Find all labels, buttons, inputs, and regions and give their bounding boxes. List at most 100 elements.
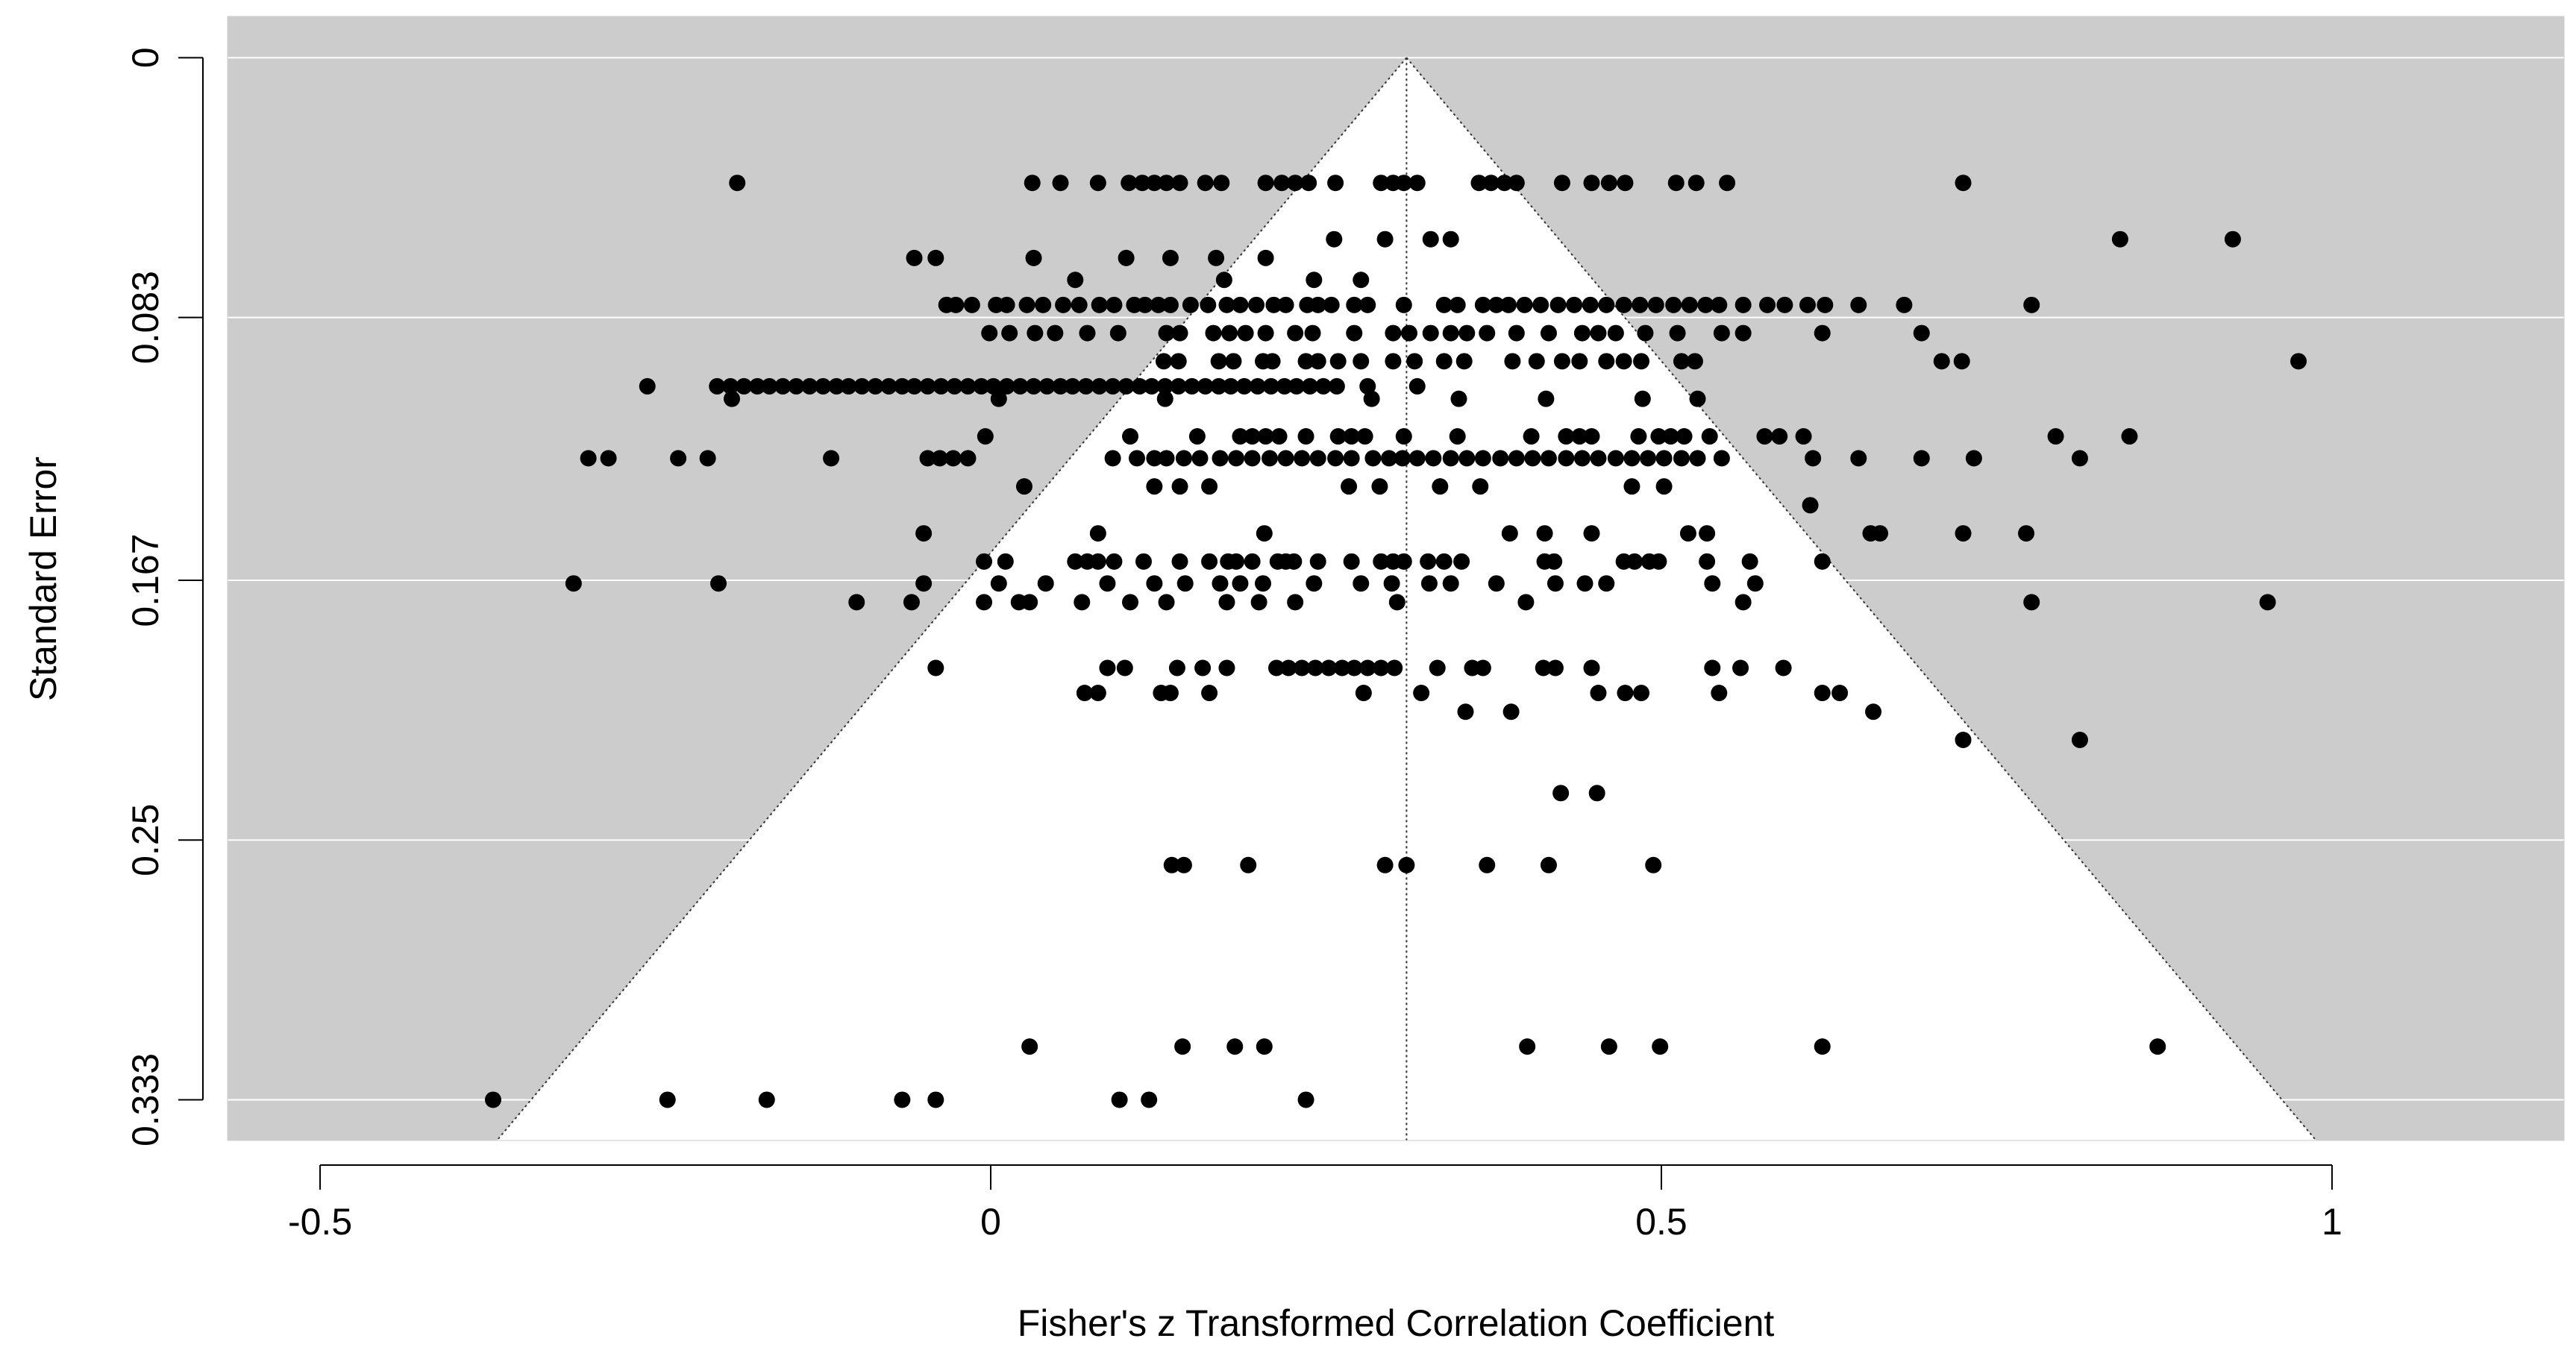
study-point [1076, 685, 1093, 702]
study-point [758, 1091, 775, 1108]
study-point [1524, 450, 1541, 467]
study-point [1453, 553, 1470, 570]
study-point [1141, 1091, 1158, 1108]
study-point [1183, 377, 1200, 395]
study-point [1381, 450, 1398, 467]
study-point [1711, 685, 1728, 702]
study-point [1334, 659, 1351, 677]
study-point [1175, 856, 1192, 873]
study-point [1121, 175, 1138, 192]
study-point [946, 377, 963, 395]
study-point [1676, 428, 1693, 445]
study-point [1218, 659, 1235, 677]
study-point [1872, 525, 1889, 542]
study-point [1359, 659, 1376, 677]
study-point [1953, 353, 1970, 370]
study-point [1408, 175, 1426, 192]
study-point [1687, 175, 1705, 192]
study-point [1590, 685, 1607, 702]
study-point [1285, 553, 1303, 570]
study-point [1201, 478, 1218, 495]
study-point [1018, 296, 1035, 313]
study-point [1449, 428, 1466, 445]
study-point [1719, 175, 1736, 192]
study-point [1704, 575, 1721, 592]
study-point [788, 377, 805, 395]
study-point [1373, 175, 1390, 192]
study-point [1307, 659, 1324, 677]
study-point [906, 249, 923, 266]
study-point [1074, 594, 1091, 611]
study-point [1118, 249, 1135, 266]
study-point [1776, 296, 1793, 313]
study-point [1089, 525, 1106, 542]
study-point [1746, 575, 1764, 592]
study-point [1583, 428, 1600, 445]
study-point [1517, 594, 1535, 611]
study-point [1226, 1038, 1244, 1055]
study-point [1297, 428, 1314, 445]
study-point [1395, 428, 1412, 445]
study-point [1759, 296, 1776, 313]
study-point [1435, 296, 1452, 313]
study-point [1504, 353, 1521, 370]
study-point [2224, 230, 2241, 248]
study-point [1831, 685, 1849, 702]
study-point [1257, 428, 1274, 445]
study-point [1329, 428, 1347, 445]
study-point [1598, 296, 1615, 313]
study-point [1546, 575, 1564, 592]
y-tick-label: 0 [125, 47, 166, 68]
study-point [1346, 659, 1363, 677]
study-point [1442, 450, 1459, 467]
study-point [1540, 324, 1557, 342]
study-point [736, 377, 753, 395]
study-point [894, 377, 911, 395]
study-point [1257, 175, 1274, 192]
study-point [600, 450, 617, 467]
study-point [1135, 553, 1152, 570]
study-point [1771, 428, 1788, 445]
study-point [853, 377, 871, 395]
x-tick-label: -0.5 [288, 1201, 352, 1243]
study-point [1394, 450, 1411, 467]
study-point [1355, 685, 1372, 702]
study-point [1122, 428, 1139, 445]
study-point [1215, 272, 1232, 289]
study-point [1583, 525, 1600, 542]
study-point [1588, 785, 1605, 802]
study-point [1175, 450, 1192, 467]
study-point [1474, 659, 1491, 677]
study-point [1655, 450, 1673, 467]
study-point [1287, 175, 1304, 192]
study-point [1532, 296, 1549, 313]
study-point [963, 296, 980, 313]
study-point [1294, 659, 1311, 677]
study-point [903, 594, 920, 611]
study-point [927, 1091, 944, 1108]
study-point [1327, 175, 1344, 192]
study-point [1182, 296, 1199, 313]
study-point [1174, 1038, 1191, 1055]
study-point [710, 575, 727, 592]
study-point [1327, 450, 1344, 467]
study-point [1221, 324, 1238, 342]
study-point [1309, 353, 1326, 370]
study-point [947, 296, 965, 313]
study-point [1118, 377, 1135, 395]
study-point [1235, 377, 1253, 395]
study-point [1314, 377, 1332, 395]
study-point [1632, 296, 1649, 313]
study-point [1168, 659, 1185, 677]
study-point [915, 575, 933, 592]
study-point [1171, 175, 1188, 192]
study-point [1590, 450, 1607, 467]
study-point [1775, 659, 1792, 677]
study-point [1546, 659, 1564, 677]
study-point [1218, 594, 1235, 611]
study-point [1713, 450, 1730, 467]
study-point [1025, 377, 1042, 395]
study-point [1600, 175, 1617, 192]
study-point [1346, 324, 1363, 342]
